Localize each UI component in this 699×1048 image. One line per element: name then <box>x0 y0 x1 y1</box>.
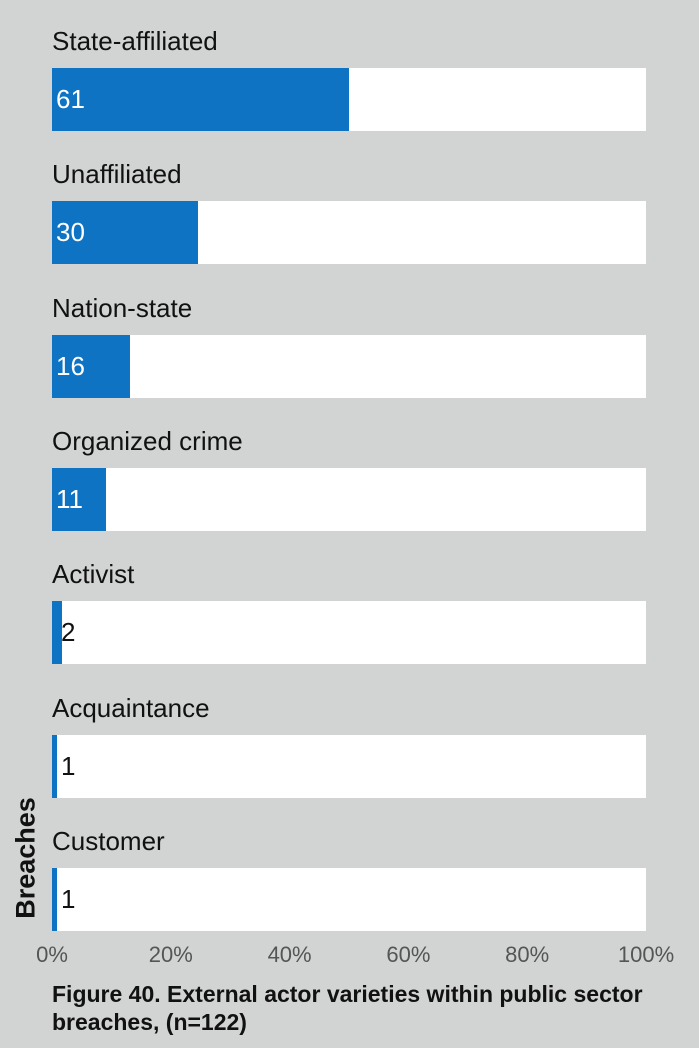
bar <box>52 467 106 531</box>
bar <box>52 867 57 931</box>
category-label: Acquaintance <box>52 692 210 723</box>
bar-value-label: 2 <box>61 617 76 648</box>
category-label: Unaffiliated <box>52 159 182 190</box>
category-label: Activist <box>52 559 135 590</box>
bar-track: 11 <box>52 467 646 531</box>
category-label: State-affiliated <box>52 26 218 56</box>
bar-track: 1 <box>52 734 646 798</box>
bar-track: 61 <box>52 68 646 131</box>
bar-track: 1 <box>52 867 646 931</box>
bar <box>52 201 199 265</box>
x-tick-label: 100% <box>617 942 675 967</box>
bar <box>52 601 62 665</box>
category-label: Nation-state <box>52 292 193 323</box>
x-tick-label: 60% <box>386 942 431 967</box>
bar-value-label: 1 <box>61 750 76 781</box>
bar <box>52 334 130 398</box>
bar-value-label: 61 <box>56 84 85 114</box>
bar-track: 16 <box>52 334 646 398</box>
x-tick-label: 0% <box>36 942 68 967</box>
x-tick-label: 20% <box>148 942 193 967</box>
bar-value-label: 16 <box>56 350 85 381</box>
bar-track: 30 <box>52 201 646 265</box>
x-tick-label: 80% <box>505 942 550 967</box>
bar-value-label: 30 <box>56 217 85 248</box>
bar <box>52 734 57 798</box>
bar-value-label: 11 <box>56 483 83 514</box>
y-axis-label: Breaches <box>10 797 41 919</box>
x-tick-label: 40% <box>267 942 312 967</box>
bar-value-label: 1 <box>61 883 76 914</box>
bar <box>52 68 349 131</box>
figure-caption: Figure 40. External actor varieties with… <box>52 981 643 1035</box>
category-label: Customer <box>52 825 165 856</box>
bar-track: 2 <box>52 601 646 665</box>
category-label: Organized crime <box>52 425 243 456</box>
